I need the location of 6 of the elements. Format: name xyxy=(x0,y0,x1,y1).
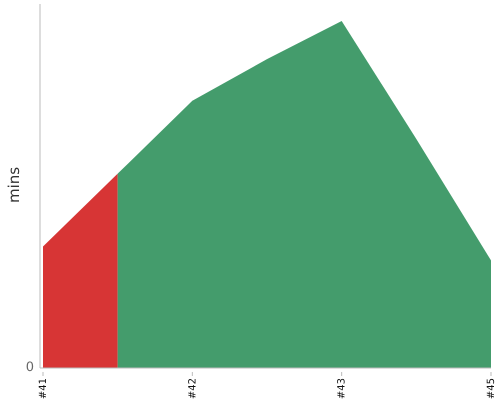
x-tick-label: #41 xyxy=(38,378,48,400)
x-tick-label: #42 xyxy=(186,378,198,400)
text: 0 xyxy=(26,360,34,374)
x-tick-label: #45 xyxy=(486,378,496,400)
x-tick-label: #43 xyxy=(336,378,348,400)
y-axis-title: mins xyxy=(5,166,23,204)
